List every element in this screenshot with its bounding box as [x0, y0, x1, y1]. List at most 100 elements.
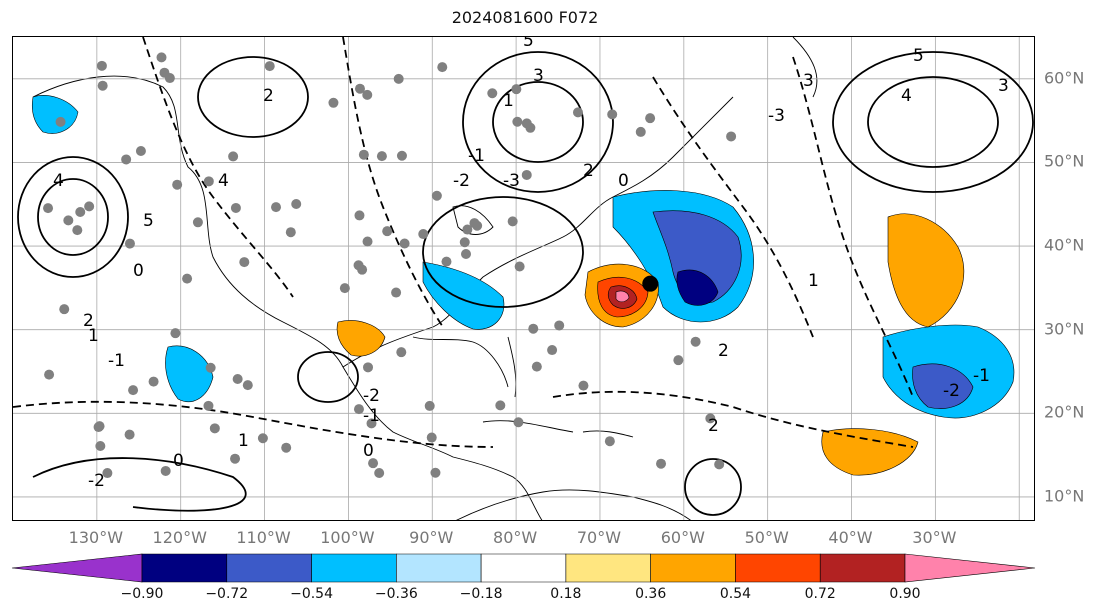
colorbar-extend-high: [904, 553, 1036, 583]
station-dot: [391, 287, 402, 298]
station-dot: [148, 376, 159, 387]
contour-lines: [17, 51, 1034, 516]
longitude-label: 40°W: [828, 528, 873, 547]
contour-label: 4: [901, 86, 912, 106]
contour-label: 1: [238, 431, 249, 451]
station-dot: [285, 227, 296, 238]
contour-label: 1: [503, 91, 514, 111]
station-dot: [135, 146, 146, 157]
station-dot: [242, 380, 253, 391]
station-dot: [399, 238, 410, 249]
station-dot: [513, 417, 524, 428]
station-dot: [396, 150, 407, 161]
contour-label: -3: [503, 171, 520, 191]
colorbar-extend-low: [11, 553, 143, 583]
station-dot: [726, 131, 737, 142]
station-dot: [495, 400, 506, 411]
colorbar-segment: [735, 553, 821, 583]
station-dot: [635, 126, 646, 137]
colorbar: [11, 553, 1036, 583]
station-dot: [554, 320, 565, 331]
contour-label: -2: [453, 171, 470, 191]
anomaly-east-atlantic-mid: [912, 363, 974, 409]
contour-label: 2: [83, 311, 94, 331]
station-dot: [239, 257, 250, 268]
contour-label: 3: [803, 71, 814, 91]
station-dot: [159, 67, 170, 78]
colorbar-tick-label: −0.36: [374, 586, 418, 602]
contour-label: 0: [173, 451, 184, 471]
longitude-label: 60°W: [660, 528, 705, 547]
station-dot: [578, 380, 589, 391]
longitude-label: 50°W: [744, 528, 789, 547]
contour-label: -2: [88, 471, 105, 491]
station-dot: [418, 229, 429, 240]
anomaly-positive-peak: [615, 290, 630, 303]
contour-label: 1: [88, 326, 99, 346]
station-dot: [102, 468, 113, 479]
station-dot: [72, 225, 83, 236]
colorbar-segment: [141, 553, 228, 583]
station-dot: [192, 217, 203, 228]
contour-tropical-band: [32, 457, 247, 512]
coastlines: [32, 37, 818, 520]
anomaly-texas-positive: [336, 320, 386, 357]
colorbar-tick-label: −0.90: [120, 586, 164, 602]
station-dot: [354, 83, 365, 94]
station-dot: [230, 453, 241, 464]
station-dot: [97, 80, 108, 91]
contour-label: 3: [998, 76, 1009, 96]
longitude-label: 110°W: [236, 528, 291, 547]
contour-label: -2: [363, 386, 380, 406]
station-dot: [96, 60, 107, 71]
station-dot: [230, 202, 241, 213]
station-dot: [358, 149, 369, 160]
anomaly-east-atlantic-positive: [887, 213, 965, 328]
colorbar-tick-label: 0.36: [635, 586, 667, 602]
station-dot: [462, 224, 473, 235]
station-dot: [459, 237, 470, 248]
station-dot: [714, 459, 725, 470]
contour-ridge-west: [17, 156, 129, 278]
anomaly-alaska-negative: [32, 95, 79, 134]
greenland: [792, 37, 818, 98]
contour-trough-atlantic: [652, 76, 814, 338]
colorbar-tick-label: −0.54: [290, 586, 333, 602]
contour-label: -1: [973, 366, 990, 386]
colorbar-segment: [565, 553, 651, 583]
colorbar-tick-label: 0.18: [550, 586, 582, 602]
station-dot: [353, 260, 364, 271]
station-dot: [514, 261, 525, 272]
contour-label: 2: [583, 161, 594, 181]
hispaniola: [582, 430, 634, 438]
station-dot: [172, 179, 183, 190]
station-dot: [281, 442, 292, 453]
contour-trough-west: [142, 37, 294, 298]
longitude-label: 130°W: [68, 528, 124, 547]
north-america-coast: [32, 75, 543, 520]
station-dot: [547, 345, 558, 356]
station-dot: [374, 468, 385, 479]
station-dot: [63, 215, 74, 226]
colorbar-segment: [480, 553, 567, 583]
storm-center-marker: [642, 275, 659, 292]
colorbar-tick-label: 0.54: [719, 586, 752, 602]
contour-ridge-northeast: [832, 51, 1034, 193]
colorbar-segment: [650, 553, 736, 583]
contour-trough-midatlantic: [792, 56, 914, 398]
station-dot: [203, 176, 214, 187]
station-dot: [645, 113, 656, 124]
latitude-label: 50°N: [1044, 151, 1085, 171]
station-dot: [607, 109, 618, 120]
station-dot: [363, 362, 374, 373]
anomaly-pacific-negative: [165, 345, 214, 403]
colorbar-segment: [396, 553, 482, 583]
station-dot: [84, 201, 95, 212]
contour-label: -1: [468, 146, 485, 166]
contour-high-southeast: [422, 196, 584, 308]
colorbar-tick-label: −0.18: [459, 586, 503, 602]
contour-ridge-west-inner: [37, 178, 109, 256]
station-dot: [339, 283, 350, 294]
station-dot: [124, 238, 135, 249]
station-dot: [95, 441, 106, 452]
